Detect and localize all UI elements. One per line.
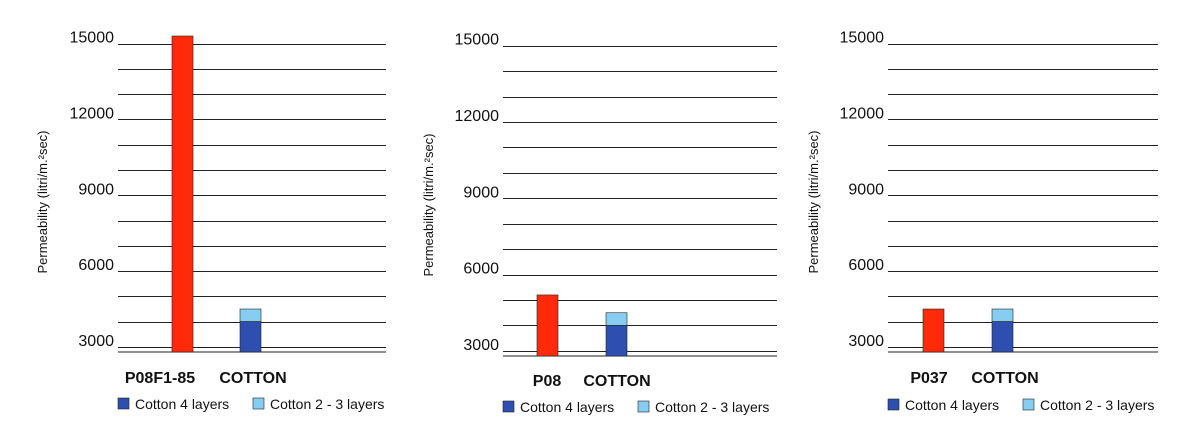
bar-p08 — [536, 294, 559, 357]
bar-cotton-4-layers — [991, 321, 1014, 353]
bar-cotton-2-3-layers — [991, 308, 1014, 322]
y-tick-label: 6000 — [463, 261, 499, 278]
y-tick-label: 6000 — [848, 257, 884, 274]
legend-label: Cotton 2 - 3 layers — [270, 396, 384, 412]
y-tick-label: 15000 — [840, 30, 885, 47]
legend-label: Cotton 4 layers — [520, 399, 614, 415]
category-label: P037 — [910, 370, 947, 387]
y-tick-label: 15000 — [70, 30, 115, 47]
y-axis-label: Permeability (litri/m.²sec) — [806, 130, 821, 273]
legend-swatch — [117, 397, 130, 410]
y-tick-label: 9000 — [848, 181, 884, 198]
y-tick-label: 6000 — [78, 257, 114, 274]
chart-panel-2: 3000 6000 9000 12000 15000 Permeability (litr… — [421, 32, 777, 415]
chart-panel-1: 3000 6000 9000 12000 15000 Permeability (litr… — [35, 30, 386, 412]
category-label: COTTON — [219, 370, 286, 387]
legend-label: Cotton 4 layers — [135, 396, 229, 412]
bar-p037 — [922, 308, 945, 353]
category-label: P08 — [533, 373, 562, 390]
category-label: COTTON — [971, 370, 1038, 387]
legend-swatch — [637, 400, 650, 413]
y-tick-label: 3000 — [78, 333, 114, 350]
y-tick-label: 3000 — [848, 333, 884, 350]
legend-swatch — [252, 397, 265, 410]
category-label: COTTON — [583, 373, 650, 390]
chart-panel-3: 3000 6000 9000 12000 15000 Permeability (litr… — [806, 30, 1158, 413]
category-label: P08F1-85 — [125, 370, 195, 387]
legend-swatch — [1022, 398, 1035, 411]
bar-cotton-4-layers — [239, 321, 262, 353]
bar-cotton-2-3-layers — [605, 312, 628, 326]
y-tick-label: 3000 — [463, 337, 499, 354]
y-tick-label: 15000 — [455, 32, 500, 49]
legend-swatch — [887, 398, 900, 411]
y-tick-label: 9000 — [463, 184, 499, 201]
y-axis-label: Permeability (litri/m.²sec) — [421, 133, 436, 276]
legend-swatch — [502, 400, 515, 413]
bar-p08f1-85 — [171, 35, 194, 353]
y-tick-label: 12000 — [455, 108, 500, 125]
y-tick-label: 12000 — [840, 105, 885, 122]
y-tick-label: 9000 — [78, 181, 114, 198]
legend-label: Cotton 4 layers — [905, 397, 999, 413]
y-tick-label: 12000 — [70, 105, 115, 122]
bar-cotton-4-layers — [605, 325, 628, 357]
legend-label: Cotton 2 - 3 layers — [655, 399, 769, 415]
y-axis-label: Permeability (litri/m.²sec) — [35, 130, 50, 273]
legend-label: Cotton 2 - 3 layers — [1040, 397, 1154, 413]
bar-cotton-2-3-layers — [239, 308, 262, 322]
